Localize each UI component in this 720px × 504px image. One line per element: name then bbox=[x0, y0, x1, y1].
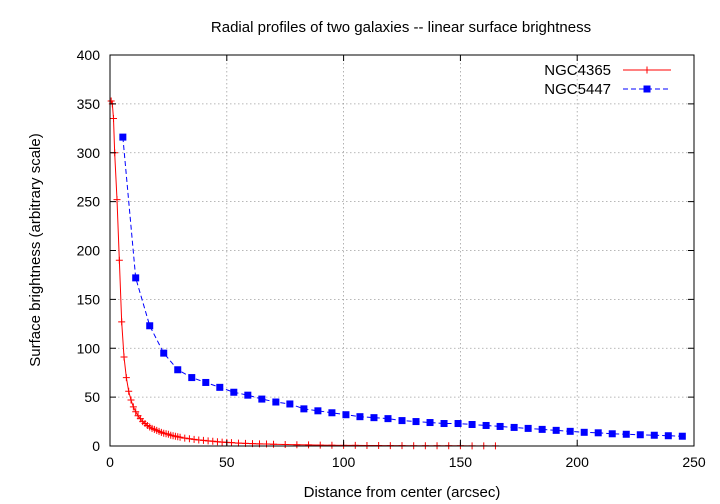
y-tick-label: 100 bbox=[77, 340, 101, 356]
x-tick-label: 50 bbox=[219, 454, 235, 470]
data-point-ngc4365 bbox=[190, 435, 198, 443]
data-point-ngc5447 bbox=[174, 366, 182, 374]
data-point-ngc4365 bbox=[115, 256, 123, 264]
data-point-ngc5447 bbox=[188, 374, 196, 382]
data-point-ngc4365 bbox=[181, 434, 189, 442]
grid bbox=[110, 55, 694, 446]
data-point-ngc4365 bbox=[316, 441, 324, 449]
y-tick-label: 150 bbox=[77, 291, 101, 307]
data-point-ngc5447 bbox=[510, 423, 518, 431]
data-point-ngc5447 bbox=[566, 427, 574, 435]
data-point-ngc4365 bbox=[110, 115, 118, 123]
data-point-ngc5447 bbox=[328, 409, 336, 417]
data-point-ngc5447 bbox=[482, 421, 490, 429]
data-point-ngc4365 bbox=[281, 441, 289, 449]
data-point-ngc4365 bbox=[328, 441, 336, 449]
legend-label-ngc4365: NGC4365 bbox=[544, 62, 611, 79]
data-point-ngc5447 bbox=[216, 383, 224, 391]
chart-title: Radial profiles of two galaxies -- linea… bbox=[211, 19, 591, 36]
y-tick-label: 200 bbox=[77, 243, 101, 259]
y-tick-label: 50 bbox=[84, 389, 100, 405]
data-point-ngc5447 bbox=[160, 349, 168, 357]
axis-ticks: 0 50 100 150 200 250 0 50 100 150 200 250 300 350 400 bbox=[77, 47, 706, 470]
data-point-ngc5447 bbox=[132, 274, 140, 282]
data-point-ngc4365 bbox=[127, 396, 135, 404]
data-point-ngc5447 bbox=[286, 400, 294, 408]
data-point-ngc4365 bbox=[185, 435, 193, 443]
data-point-ngc4365 bbox=[270, 440, 278, 448]
x-tick-label: 150 bbox=[449, 454, 473, 470]
data-point-ngc5447 bbox=[468, 420, 476, 428]
legend-marker-ngc4365 bbox=[643, 66, 651, 74]
y-tick-label: 250 bbox=[77, 194, 101, 210]
data-point-ngc5447 bbox=[678, 432, 686, 440]
x-tick-label: 0 bbox=[106, 454, 114, 470]
data-point-ngc5447 bbox=[552, 426, 560, 434]
y-tick-label: 300 bbox=[77, 145, 101, 161]
series-line-ngc5447 bbox=[122, 137, 683, 437]
data-point-ngc5447 bbox=[412, 418, 420, 426]
data-point-ngc5447 bbox=[398, 417, 406, 425]
data-point-ngc4365 bbox=[132, 408, 140, 416]
data-point-ngc5447 bbox=[594, 429, 602, 437]
data-point-ngc4365 bbox=[122, 374, 130, 382]
y-axis-label: Surface brightness (arbitrary scale) bbox=[27, 133, 44, 366]
data-point-ngc5447 bbox=[300, 405, 308, 413]
data-point-ngc4365 bbox=[107, 97, 115, 105]
data-point-ngc5447 bbox=[119, 133, 127, 141]
data-point-ngc4365 bbox=[234, 439, 242, 447]
data-point-ngc5447 bbox=[230, 388, 238, 396]
plot-series bbox=[107, 97, 686, 450]
series-ngc4365 bbox=[107, 97, 499, 450]
x-axis-label: Distance from center (arcsec) bbox=[304, 484, 501, 501]
y-tick-label: 400 bbox=[77, 47, 101, 63]
legend: NGC4365 NGC5447 bbox=[544, 62, 671, 98]
x-tick-label: 100 bbox=[332, 454, 356, 470]
data-point-ngc4365 bbox=[120, 353, 128, 361]
data-point-ngc4365 bbox=[351, 441, 359, 449]
data-point-ngc5447 bbox=[244, 391, 252, 399]
x-tick-label: 250 bbox=[682, 454, 706, 470]
data-point-ngc5447 bbox=[524, 424, 532, 432]
data-point-ngc4365 bbox=[176, 433, 184, 441]
data-point-ngc5447 bbox=[538, 425, 546, 433]
data-point-ngc5447 bbox=[356, 413, 364, 421]
legend-label-ngc5447: NGC5447 bbox=[544, 81, 611, 98]
data-point-ngc4365 bbox=[293, 441, 301, 449]
data-point-ngc5447 bbox=[440, 420, 448, 428]
data-point-ngc4365 bbox=[129, 403, 137, 411]
data-point-ngc4365 bbox=[113, 196, 121, 204]
data-point-ngc5447 bbox=[496, 422, 504, 430]
data-point-ngc4365 bbox=[125, 387, 133, 395]
data-point-ngc5447 bbox=[314, 407, 322, 415]
x-tick-label: 200 bbox=[566, 454, 590, 470]
data-point-ngc5447 bbox=[258, 395, 266, 403]
series-ngc5447 bbox=[119, 133, 686, 440]
data-point-ngc5447 bbox=[272, 398, 280, 406]
data-point-ngc5447 bbox=[426, 419, 434, 427]
legend-marker-ngc5447 bbox=[643, 85, 651, 93]
data-point-ngc4365 bbox=[305, 441, 313, 449]
data-point-ngc5447 bbox=[342, 411, 350, 419]
data-point-ngc5447 bbox=[580, 428, 588, 436]
data-point-ngc5447 bbox=[650, 431, 658, 439]
data-point-ngc5447 bbox=[146, 322, 154, 330]
data-point-ngc5447 bbox=[636, 431, 644, 439]
data-point-ngc5447 bbox=[384, 415, 392, 423]
data-point-ngc5447 bbox=[622, 430, 630, 438]
y-tick-label: 0 bbox=[92, 438, 100, 454]
y-tick-label: 350 bbox=[77, 96, 101, 112]
data-point-ngc5447 bbox=[664, 432, 672, 440]
data-point-ngc5447 bbox=[370, 414, 378, 422]
data-point-ngc4365 bbox=[118, 318, 126, 326]
data-point-ngc5447 bbox=[454, 420, 462, 428]
data-point-ngc5447 bbox=[608, 430, 616, 438]
data-point-ngc4365 bbox=[227, 439, 235, 447]
data-point-ngc5447 bbox=[202, 378, 210, 386]
